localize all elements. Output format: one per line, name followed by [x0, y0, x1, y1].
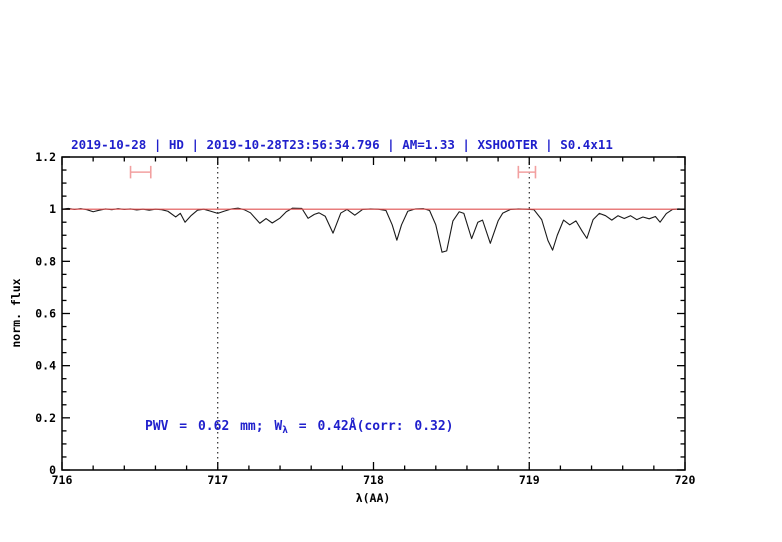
- y-tick-label: 0.8: [35, 254, 56, 268]
- y-axis-label: norm. flux: [9, 278, 23, 347]
- pwv-annotation-subscript: λ: [282, 425, 288, 436]
- x-tick-label: 717: [207, 473, 228, 487]
- x-tick-label: 718: [363, 473, 384, 487]
- x-tick-labels: 716 717 718 719 720: [52, 473, 696, 487]
- y-tick-label: 0.6: [35, 307, 56, 321]
- observed-spectrum-line: [61, 207, 686, 253]
- pwv-annotation: PWV = 0.62 mm; Wλ = 0.42Å(corr: 0.32): [145, 418, 454, 436]
- y-tick-labels: 0 0.2 0.4 0.6 0.8 1 1.2: [35, 150, 56, 477]
- x-axis-label: λ(AA): [356, 491, 391, 505]
- x-tick-label: 719: [519, 473, 540, 487]
- x-tick-label: 716: [52, 473, 73, 487]
- y-tick-label: 0.2: [35, 411, 56, 425]
- y-tick-label: 0: [49, 463, 56, 477]
- axis-ticks: [61, 156, 686, 471]
- reference-dotted-lines: [217, 157, 530, 470]
- plot-title: 2019-10-28 | HD | 2019-10-28T23:56:34.79…: [71, 137, 613, 152]
- x-tick-label: 720: [675, 473, 696, 487]
- y-tick-label: 1: [49, 202, 56, 216]
- pwv-annotation-main: PWV = 0.62 mm; W: [145, 419, 282, 434]
- y-tick-label: 1.2: [35, 150, 56, 164]
- spectrum-series: [61, 207, 686, 253]
- y-tick-label: 0.4: [35, 359, 56, 373]
- band-range-markers: [129, 165, 537, 179]
- pwv-annotation-tail: = 0.42Å(corr: 0.32): [288, 418, 454, 434]
